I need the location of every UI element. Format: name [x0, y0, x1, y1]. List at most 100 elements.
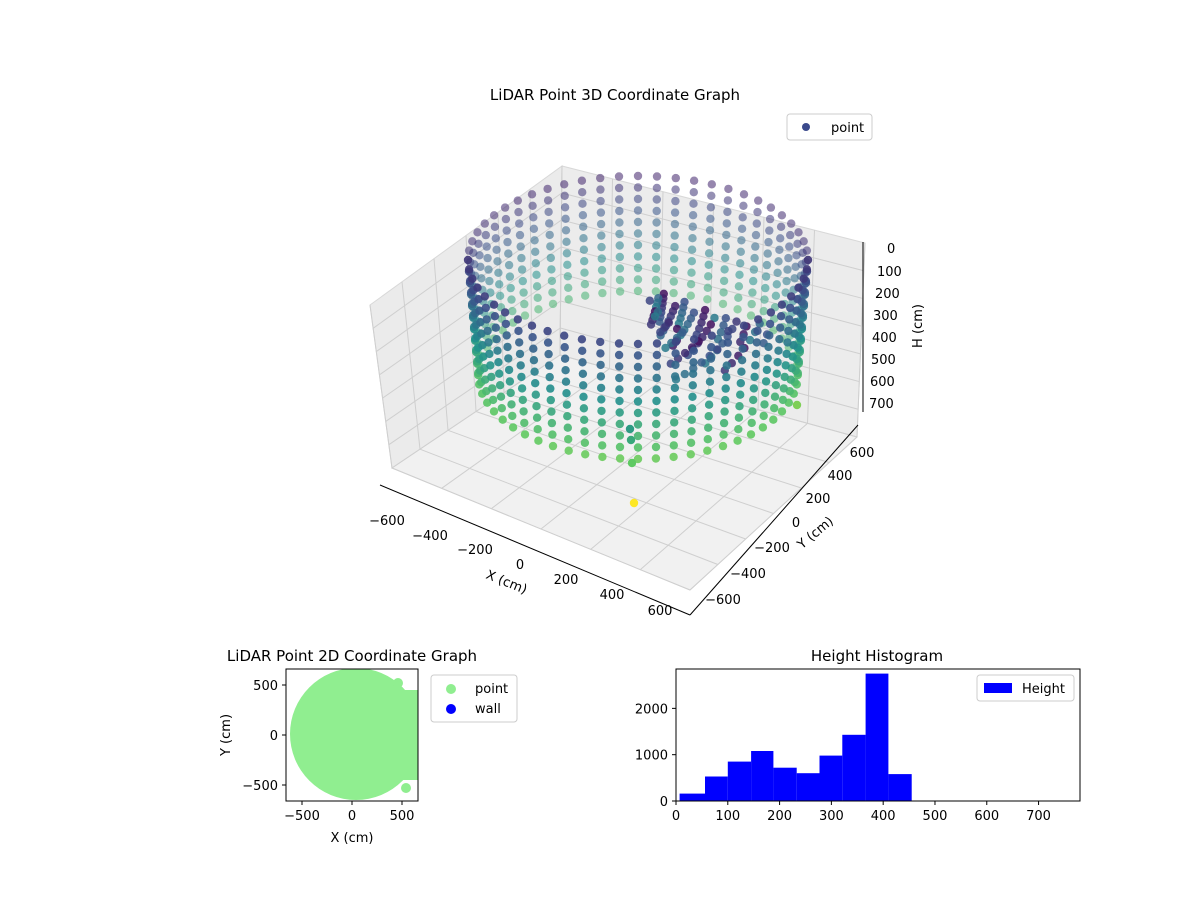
scatter-point — [486, 361, 495, 370]
scatter-point — [705, 237, 714, 246]
scatter-point — [724, 326, 733, 336]
scatter-point — [669, 452, 678, 462]
scatter-point — [615, 252, 624, 262]
scatter-point — [782, 276, 791, 286]
legend-marker-point — [446, 684, 456, 694]
x-axis-label-2d: X (cm) — [331, 831, 374, 846]
scatter-point — [529, 344, 538, 353]
grid-line — [475, 411, 774, 514]
scatter-point — [734, 413, 744, 422]
z-tick-label: 0 — [887, 242, 895, 257]
scatter-point — [784, 253, 793, 263]
scatter-point — [578, 199, 587, 208]
scatter-point — [473, 283, 482, 292]
scatter-point — [508, 411, 517, 421]
scatter-point — [577, 176, 587, 185]
scatter-point — [516, 361, 525, 370]
scatter-point — [534, 305, 543, 314]
scatter-point — [783, 265, 792, 274]
scatter-point — [560, 180, 569, 189]
scatter-point — [689, 176, 699, 185]
scatter-point — [548, 430, 557, 439]
scatter-point — [686, 438, 696, 447]
scatter-point — [719, 276, 729, 286]
scatter-point — [652, 362, 661, 371]
scatter-point — [687, 427, 696, 436]
scatter-point — [529, 213, 538, 222]
scatter-point — [802, 246, 812, 255]
scatter-point — [513, 196, 522, 205]
scatter-point — [723, 349, 732, 359]
scatter-point — [579, 222, 588, 231]
y-tick-label: 400 — [828, 469, 853, 484]
point-cloud-2d-stray — [393, 678, 403, 688]
scatter-point — [597, 242, 606, 252]
scatter-point — [504, 354, 513, 363]
scatter-point — [722, 372, 731, 382]
scatter-point — [548, 441, 558, 451]
histogram-bars — [679, 673, 912, 801]
scatter-point — [488, 384, 497, 393]
scatter-point — [706, 214, 715, 223]
scatter-point — [750, 253, 759, 263]
scatter-point — [802, 265, 812, 274]
scatter-point — [562, 389, 571, 398]
scatter-point — [633, 183, 643, 192]
grid-line — [497, 212, 505, 393]
scatter-point — [533, 293, 542, 302]
scatter-point — [532, 402, 541, 411]
scatter-point — [680, 348, 690, 358]
scatter-point — [723, 338, 733, 347]
scatter-point — [633, 263, 643, 273]
scatter-point — [596, 360, 605, 370]
scatter-point — [597, 231, 606, 240]
scatter-point — [484, 338, 493, 347]
scatter-point — [531, 247, 540, 256]
scatter-point — [520, 299, 529, 309]
scatter-point — [547, 418, 557, 428]
scatter-point — [705, 389, 714, 398]
scatter-point — [597, 254, 606, 263]
x-tick-label: −500 — [284, 809, 320, 824]
scatter-point — [736, 390, 745, 399]
scatter-point — [488, 395, 498, 405]
grid-line — [609, 178, 613, 369]
scatter-point — [615, 431, 625, 440]
scatter-point — [733, 305, 742, 314]
scatter-point — [652, 172, 662, 181]
scatter-point — [633, 385, 643, 395]
chart-2d-title: LiDAR Point 2D Coordinate Graph — [227, 647, 477, 665]
scatter-point — [752, 219, 761, 228]
y-tick-label: −600 — [705, 593, 741, 608]
x-tick-label: 500 — [390, 809, 415, 824]
scatter-point — [737, 236, 746, 245]
scatter-point — [734, 425, 743, 434]
histogram-bar — [705, 776, 728, 801]
scatter-point — [783, 338, 792, 347]
scatter-point — [489, 211, 499, 220]
legend-box — [786, 113, 873, 141]
scatter-point — [481, 230, 490, 240]
scatter-point — [561, 377, 571, 386]
scatter-point — [598, 452, 607, 462]
scatter-point — [721, 395, 730, 405]
scatter-point — [483, 253, 492, 263]
ticks-2d — [282, 684, 403, 805]
grid-line — [369, 304, 393, 469]
scatter-point — [517, 384, 527, 393]
scatter-point — [738, 344, 747, 353]
scatter-point — [651, 275, 661, 285]
grid-line — [379, 246, 562, 376]
scatter-point — [749, 384, 759, 393]
scatter-point — [596, 208, 606, 217]
scatter-point — [803, 255, 813, 265]
scatter-point — [502, 331, 511, 340]
scatter-point — [707, 191, 716, 200]
grid-line — [419, 448, 719, 565]
scatter-point — [633, 217, 643, 227]
scatter-point — [545, 372, 554, 382]
scatter-point — [721, 242, 730, 251]
x-tick-label: −400 — [412, 529, 448, 544]
scatter-point — [669, 288, 678, 298]
scatter-point — [561, 366, 570, 375]
